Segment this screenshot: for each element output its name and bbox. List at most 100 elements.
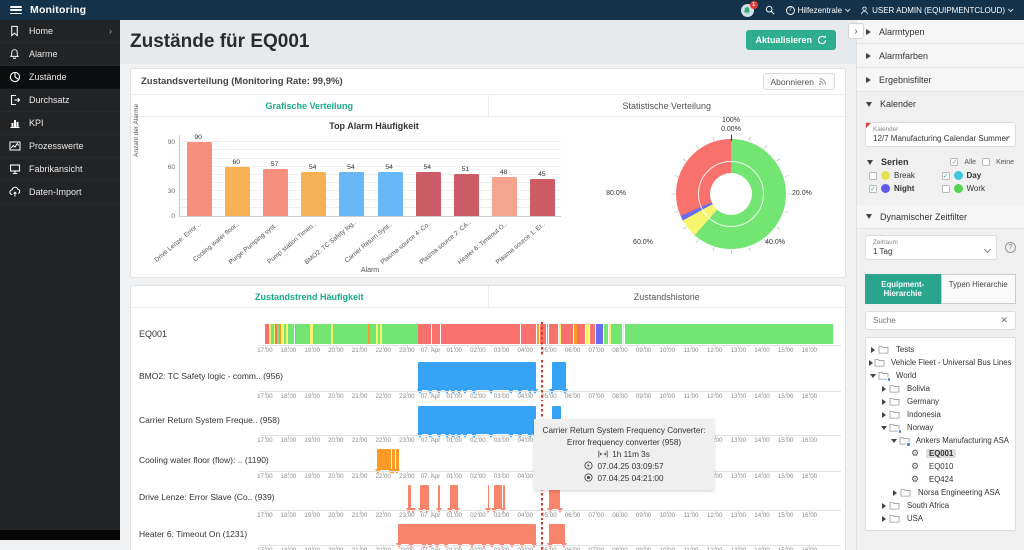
y-tick-label: 30 (167, 188, 175, 196)
help-center-menu[interactable]: ? Hilfezentrale (785, 5, 851, 15)
gridline (180, 206, 561, 208)
timerange-select[interactable]: Zeitraum 1 Tag (865, 235, 997, 260)
time-tick (525, 511, 527, 514)
tree-node-eq001[interactable]: ⚙ EQ001 (869, 447, 1012, 460)
tab-grafische-verteilung[interactable]: Grafische Verteilung (131, 95, 489, 116)
tab-equipment-hierarchie[interactable]: Equipment-Hierarchie (865, 274, 941, 304)
sidebar-item-home[interactable]: Home › (0, 20, 120, 43)
timeline-segment (277, 324, 280, 344)
tree-node-ankers-manufacturing-asa[interactable]: Ankers Manufacturing ASA (869, 434, 1012, 447)
sidebar-item-prozesswerte[interactable]: Prozesswerte (0, 135, 120, 158)
time-tick (430, 346, 432, 349)
collapse-panel-button[interactable]: › (848, 23, 864, 39)
series-toggle-night[interactable]: ✓ Night (869, 184, 942, 193)
tree-node-norsa-engineering-asa[interactable]: Norsa Engineering ASA (869, 486, 1012, 499)
refresh-icon (817, 35, 827, 45)
checkbox-break[interactable] (869, 171, 877, 180)
caret-right-icon[interactable] (880, 502, 888, 509)
caret-right-icon[interactable] (880, 398, 888, 405)
timeline-segment (367, 324, 370, 344)
caret-right-icon[interactable] (869, 346, 877, 353)
time-tick (359, 546, 361, 549)
tree-node-south-africa[interactable]: South Africa (869, 499, 1012, 512)
sidebar-item-alarme[interactable]: Alarme (0, 43, 120, 66)
tree-node-bolivia[interactable]: Bolivia (869, 382, 1012, 395)
tab-typen-hierarchie[interactable]: Typen Hierarchie (940, 274, 1016, 304)
menu-icon[interactable] (10, 6, 22, 14)
bar (301, 171, 327, 216)
tree-node-norway[interactable]: Norway (869, 421, 1012, 434)
tree-node-indonesia[interactable]: Indonesia (869, 408, 1012, 421)
sidebar-item-zust-nde[interactable]: Zustände (0, 66, 120, 89)
timerange-help-icon[interactable]: ? (1005, 242, 1016, 253)
tree-node-germany[interactable]: Germany (869, 395, 1012, 408)
caret-right-icon[interactable] (880, 515, 888, 522)
checkbox-work[interactable] (941, 184, 950, 193)
time-tick (359, 436, 361, 439)
tree-node-eq010[interactable]: ⚙ EQ010 (869, 460, 1012, 473)
tree-node-vehicle-fleet-universal-bus-lines[interactable]: Vehicle Fleet - Universal Bus Lines (869, 356, 1012, 369)
caret-right-icon[interactable] (880, 385, 888, 392)
checkbox-night[interactable]: ✓ (869, 184, 877, 193)
clear-search-icon[interactable]: ✕ (1000, 315, 1008, 325)
time-tick-label: 16:00 (802, 547, 817, 550)
caret-down-icon[interactable] (880, 425, 888, 430)
time-tick (406, 436, 408, 439)
time-tick (288, 511, 290, 514)
bar-value-label: 51 (461, 166, 470, 174)
timeline-segment (611, 324, 623, 344)
series-toggle-break[interactable]: Break (869, 171, 942, 180)
section-zeitfilter[interactable]: Dynamischer Zeitfilter (857, 205, 1024, 229)
top-alarm-bar-chart: Top Alarm Häufigkeit Anzahl der Alarme 0… (131, 104, 571, 279)
time-tick-label: 11:00 (683, 393, 699, 400)
hierarchy-search[interactable]: ✕ (865, 311, 1016, 330)
tab-statistische-verteilung[interactable]: Statistische Verteilung (622, 100, 712, 111)
sidebar-item-daten-import[interactable]: Daten-Import (0, 181, 120, 204)
section-alarmfarben[interactable]: Alarmfarben (857, 44, 1024, 68)
select-all-checkbox[interactable]: ✓ (950, 158, 959, 166)
search-icon[interactable] (765, 5, 775, 15)
tree-node-world[interactable]: World (869, 369, 1012, 382)
tree-node-usa[interactable]: USA (869, 512, 1012, 525)
caret-down-icon[interactable] (867, 159, 873, 165)
timeline-segment (622, 324, 625, 344)
time-tick-label: 13:00 (730, 437, 747, 444)
series-toggle-work[interactable]: Work (941, 184, 1015, 193)
calendar-select[interactable]: Kalender 12/7 Manufacturing Calendar Sum… (865, 122, 1016, 147)
select-none-checkbox[interactable] (982, 158, 991, 166)
time-tick-label: 21:00 (352, 547, 367, 550)
refresh-button[interactable]: Aktualisieren (746, 30, 836, 50)
section-alarmtypen[interactable]: Alarmtypen (857, 20, 1024, 44)
time-tick (406, 546, 408, 549)
caret-right-icon[interactable] (880, 411, 888, 418)
time-tick (288, 346, 290, 349)
time-tick (406, 346, 408, 349)
time-tick-label: 07. Apr (421, 547, 441, 550)
caret-down-icon[interactable] (891, 438, 898, 443)
caret-right-icon[interactable] (891, 489, 899, 496)
search-input[interactable] (873, 316, 1001, 325)
notification-bell-icon[interactable]: 1 (740, 0, 758, 17)
tab-zustandshistorie[interactable]: Zustandshistorie (633, 291, 700, 302)
line-chart-icon (8, 140, 21, 153)
time-tick (619, 511, 621, 514)
section-kalender[interactable]: Kalender (857, 92, 1024, 116)
subscribe-button[interactable]: Abonnieren (762, 73, 835, 90)
cloud-upload-icon (8, 186, 21, 199)
series-toggle-day[interactable]: ✓ Day (941, 171, 1015, 180)
checkbox-day[interactable]: ✓ (941, 171, 950, 180)
sidebar-item-durchsatz[interactable]: Durchsatz (0, 89, 120, 112)
tree-node-tests[interactable]: Tests (869, 343, 1012, 356)
caret-down-icon[interactable] (869, 373, 877, 378)
timeline-segment (577, 324, 586, 344)
page-title: Zustände für EQ001 (130, 31, 310, 52)
tree-node-eq424[interactable]: ⚙ EQ424 (869, 473, 1012, 486)
sidebar-item-fabrikansicht[interactable]: Fabrikansicht (0, 158, 120, 181)
tab-zustandstrend-h-ufigkeit[interactable]: Zustandstrend Häufigkeit (131, 286, 489, 307)
donut-tick (682, 158, 687, 162)
user-menu[interactable]: USER ADMIN (EQUIPMENTCLOUD) (860, 6, 1014, 15)
sidebar-item-kpi[interactable]: KPI (0, 112, 120, 135)
section-ergebnisfilter[interactable]: Ergebnisfilter (857, 68, 1024, 92)
caret-right-icon[interactable] (869, 359, 873, 366)
time-tick (762, 472, 763, 475)
